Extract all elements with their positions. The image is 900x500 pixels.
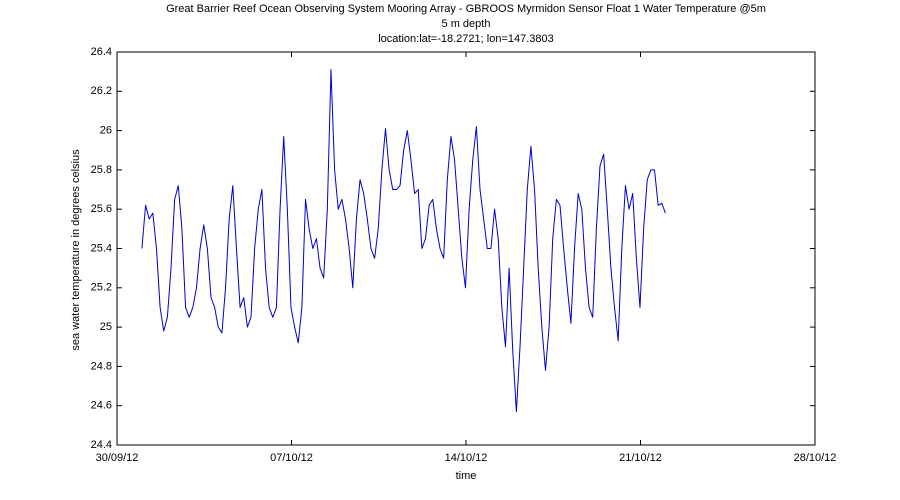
y-tick-label: 26.4 xyxy=(91,46,112,58)
y-tick-label: 25.6 xyxy=(91,203,112,215)
y-tick-label: 24.6 xyxy=(91,400,112,412)
chart-subtitle: location:lat=-18.2721; lon=147.3803 xyxy=(378,33,554,45)
y-tick-label: 26.2 xyxy=(91,85,112,97)
x-tick-label: 21/10/12 xyxy=(619,452,662,464)
data-line xyxy=(141,69,666,413)
chart-title: Great Barrier Reef Ocean Observing Syste… xyxy=(166,3,766,15)
y-axis-label: sea water temperature in degrees celsius xyxy=(70,149,82,351)
y-tick-label: 25.8 xyxy=(91,164,112,176)
x-tick-label: 30/09/12 xyxy=(96,452,139,464)
y-tick-label: 24.4 xyxy=(91,439,112,451)
x-tick-label: 07/10/12 xyxy=(270,452,313,464)
x-axis-label: time xyxy=(456,470,477,482)
y-tick-label: 25.4 xyxy=(91,242,112,254)
y-tick-label: 25.2 xyxy=(91,282,112,294)
chart-subtitle: 5 m depth xyxy=(442,18,491,30)
y-tick-label: 25 xyxy=(100,321,112,333)
x-tick-label: 28/10/12 xyxy=(794,452,837,464)
y-tick-label: 24.8 xyxy=(91,360,112,372)
y-tick-label: 26 xyxy=(100,125,112,137)
x-tick-label: 14/10/12 xyxy=(445,452,488,464)
